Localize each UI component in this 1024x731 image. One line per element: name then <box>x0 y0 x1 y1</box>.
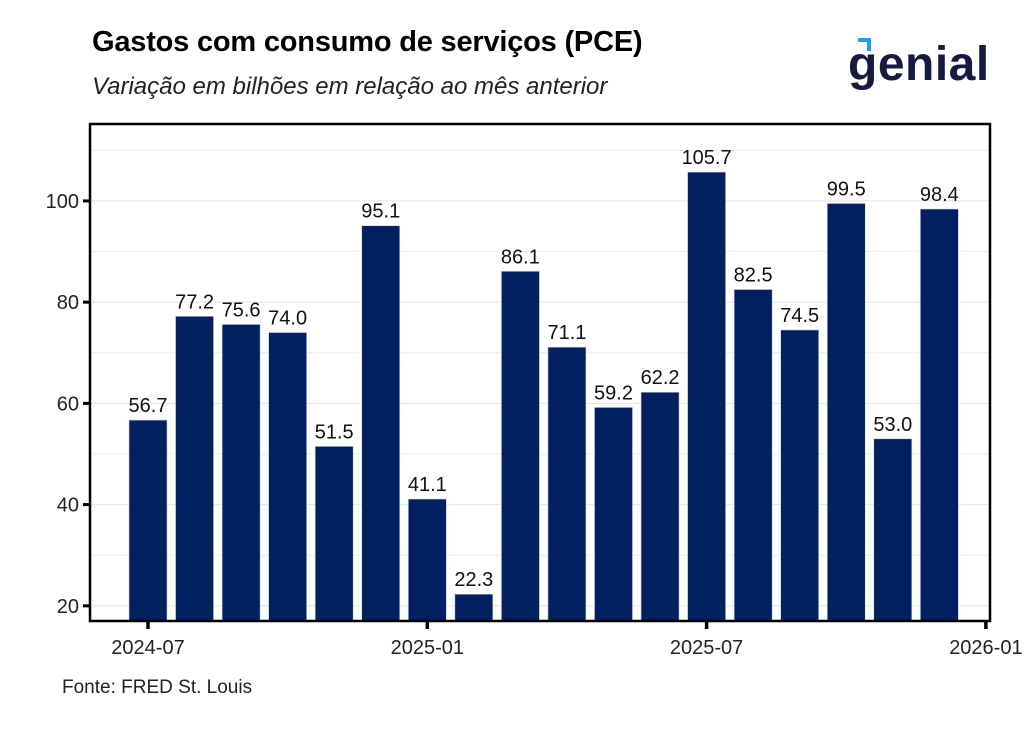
bar-2025-11 <box>873 438 913 622</box>
bar-2025-01 <box>407 498 447 622</box>
bar-value-label: 74.5 <box>780 305 819 327</box>
x-tick-label: 2024-07 <box>111 637 184 659</box>
bar-2025-08 <box>733 289 773 622</box>
bar-value-label: 53.0 <box>873 414 912 436</box>
y-tick-label: 40 <box>57 495 79 517</box>
bar-2025-05 <box>594 407 633 622</box>
bar-2024-07 <box>128 419 168 622</box>
bar-2025-03 <box>501 270 540 622</box>
x-tick-label: 2025-01 <box>391 637 464 659</box>
y-tick-label: 80 <box>57 292 79 314</box>
bar-2025-06 <box>640 391 680 622</box>
chart-subtitle: Variação em bilhões em relação ao mês an… <box>92 73 608 100</box>
bar-value-label: 56.7 <box>129 395 168 417</box>
y-axis: 20 40 60 80 100 <box>46 191 90 618</box>
bar-2025-02 <box>454 593 494 622</box>
bars <box>128 171 959 622</box>
x-axis: 2024-07 2025-01 2025-07 2026-01 <box>111 621 1023 659</box>
bar-value-label: 51.5 <box>315 421 354 443</box>
x-tick-label: 2025-07 <box>670 637 743 659</box>
bar-value-label: 62.2 <box>641 367 680 389</box>
genial-logo: genial <box>848 38 990 91</box>
bar-2024-12 <box>361 225 401 622</box>
bar-value-label: 99.5 <box>827 178 866 200</box>
bar-value-label: 77.2 <box>175 291 214 313</box>
x-tick-label: 2026-01 <box>949 637 1022 659</box>
bar-value-label: 82.5 <box>734 264 773 286</box>
bar-value-label: 95.1 <box>361 201 400 223</box>
bar-2024-10 <box>268 332 307 622</box>
bar-value-label: 59.2 <box>594 382 633 404</box>
logo-text: genial <box>848 38 990 91</box>
bar-value-label: 98.4 <box>920 184 959 206</box>
bar-value-label: 71.1 <box>547 322 586 344</box>
bar-value-label: 22.3 <box>454 569 493 591</box>
bar-value-label: 75.6 <box>222 299 261 321</box>
bar-2025-12 <box>920 208 959 622</box>
y-tick-label: 100 <box>46 191 79 213</box>
source-note: Fonte: FRED St. Louis <box>62 677 253 698</box>
chart-title: Gastos com consumo de serviços (PCE) <box>92 26 643 58</box>
bar-value-label: 41.1 <box>408 474 447 496</box>
bar-2024-09 <box>221 324 261 622</box>
bar-2024-08 <box>175 316 214 622</box>
bar-value-label: 86.1 <box>501 246 540 268</box>
bar-2025-07 <box>687 171 726 622</box>
bar-value-label: 74.0 <box>268 308 307 330</box>
bar-2025-09 <box>780 329 820 622</box>
bar-labels: 56.7 77.2 75.6 74.0 51.5 95.1 41.1 22.3 86.1 71.1… <box>129 147 959 591</box>
bar-value-label: 105.7 <box>682 147 732 169</box>
y-tick-label: 20 <box>57 596 79 618</box>
bar-2025-04 <box>547 346 587 622</box>
plot-frame <box>88 122 992 623</box>
bar-2025-10 <box>826 203 866 622</box>
bar-2024-11 <box>314 446 354 622</box>
y-tick-label: 60 <box>57 393 79 415</box>
logo-accent-mark <box>858 38 871 51</box>
